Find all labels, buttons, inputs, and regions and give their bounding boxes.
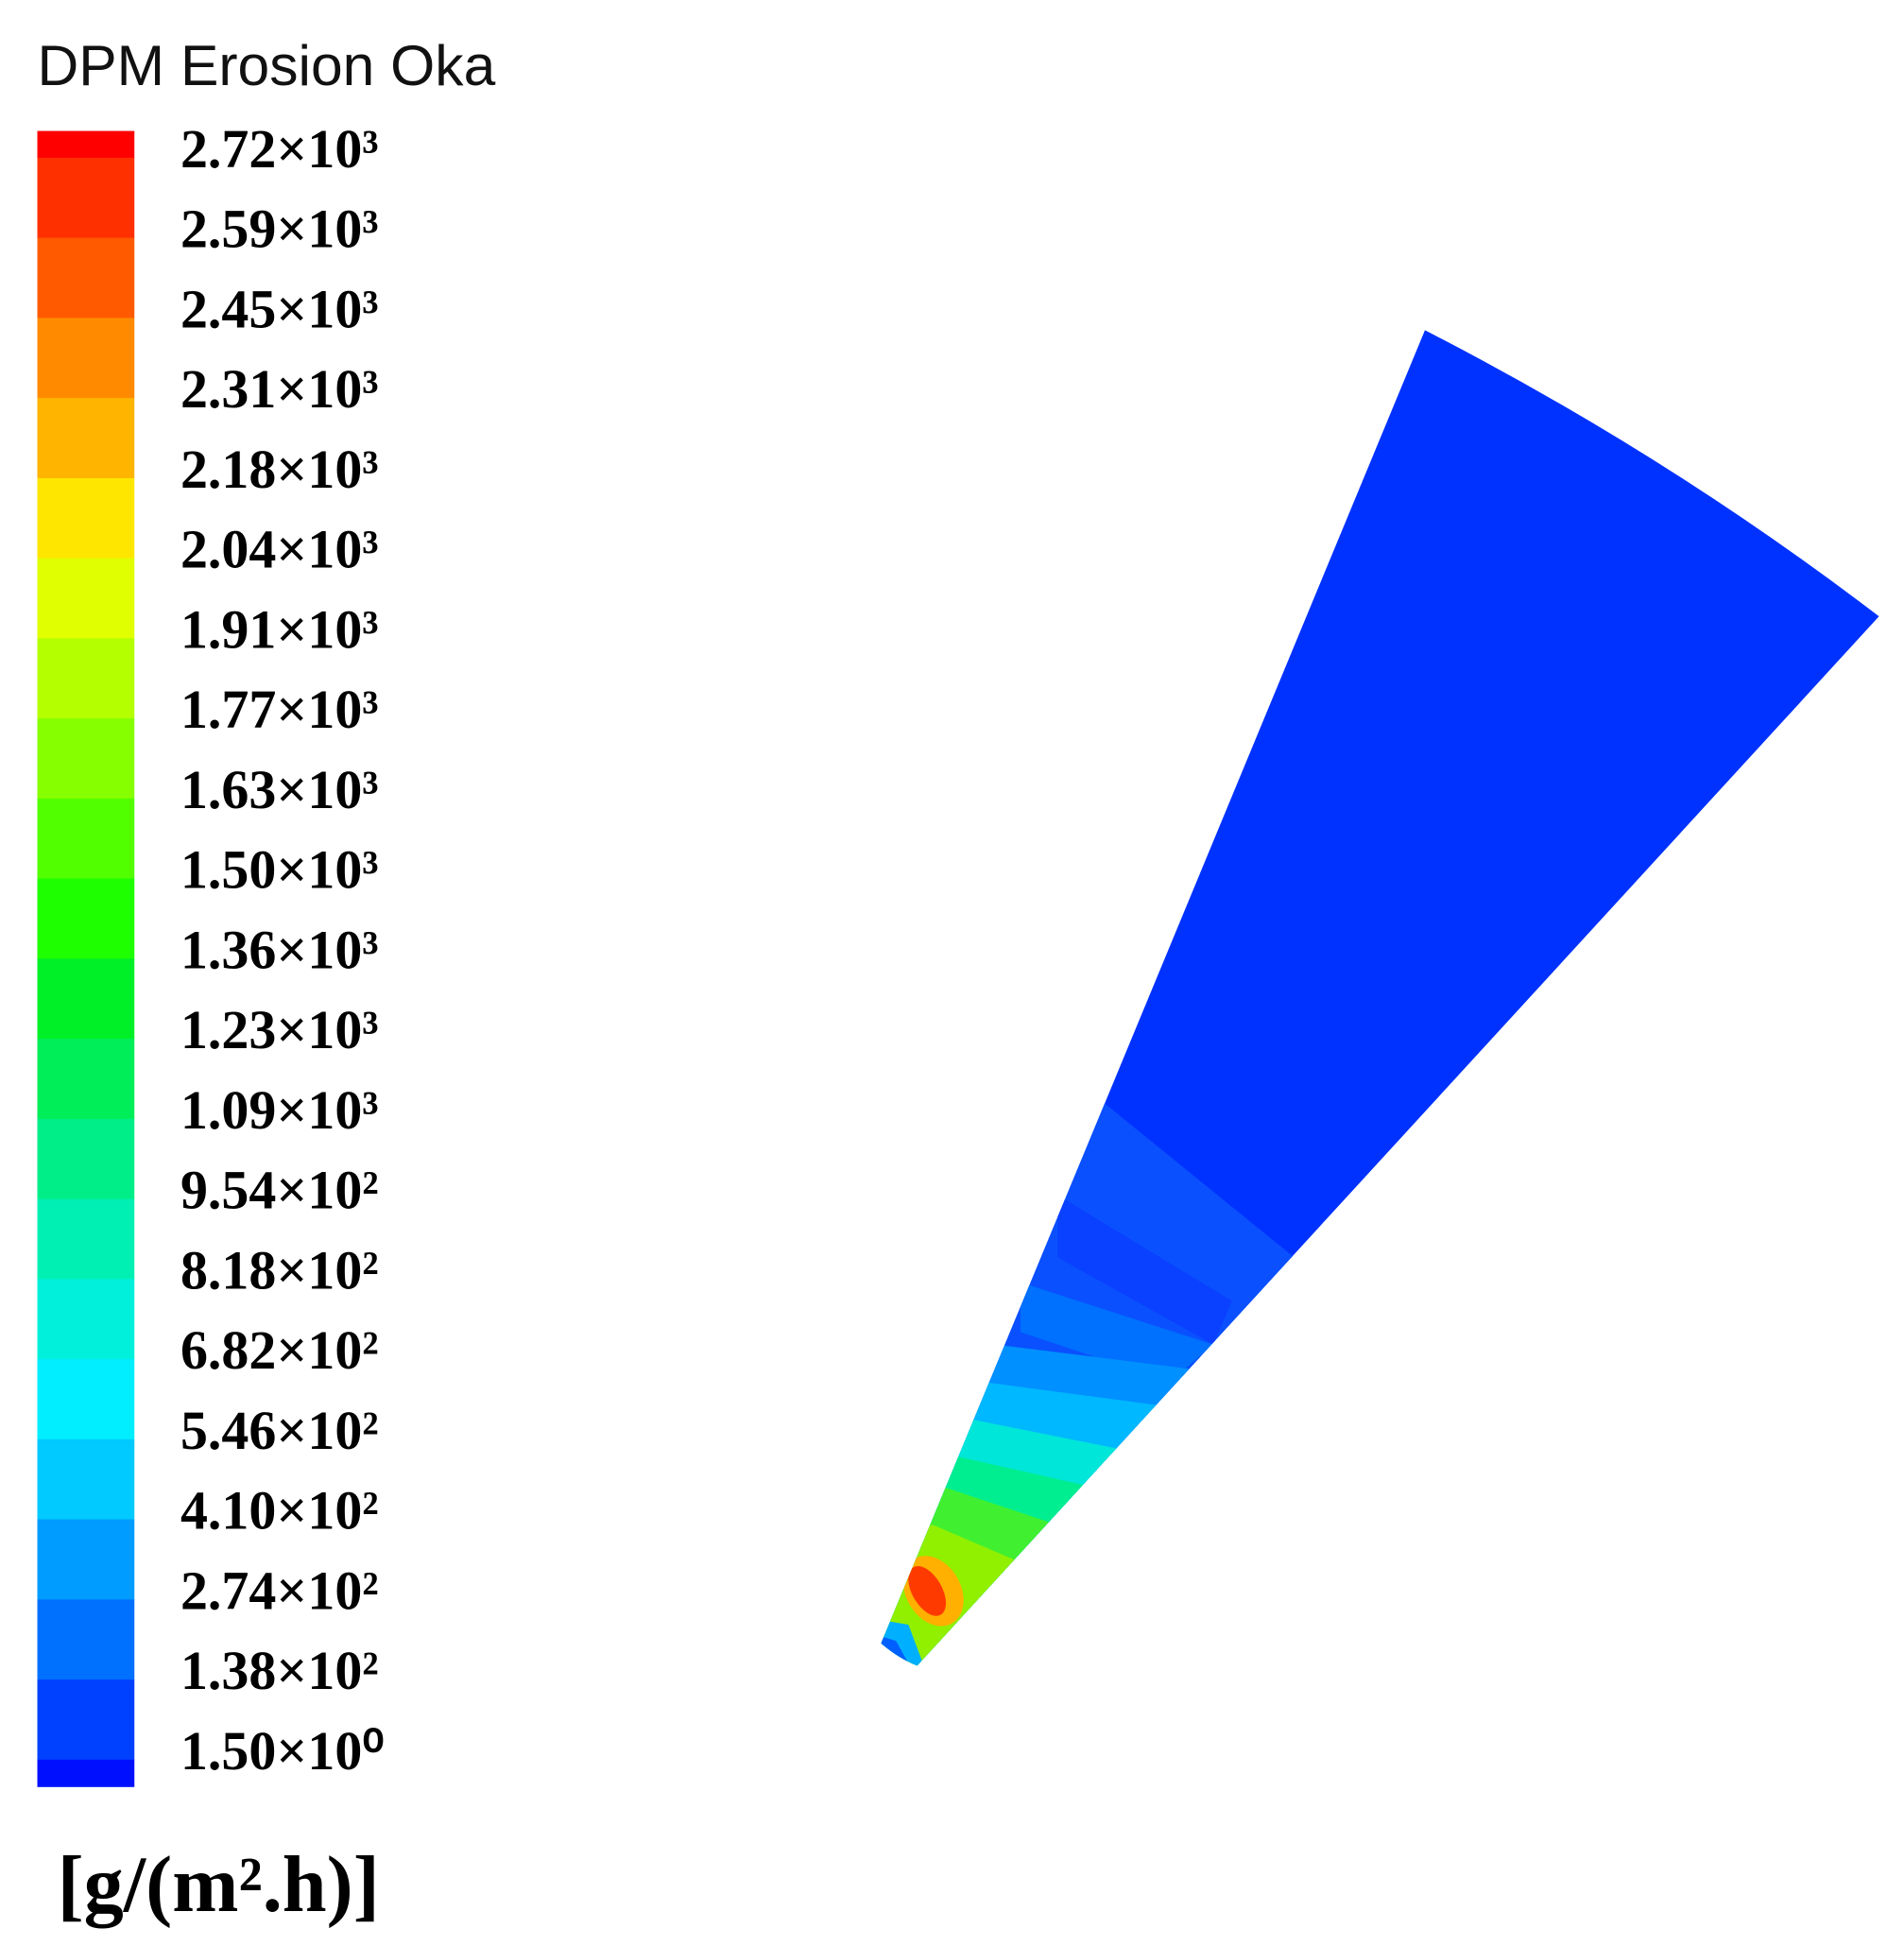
color-band — [37, 1759, 135, 1787]
color-bar-label: 2.72×10³ — [180, 118, 379, 180]
color-band — [37, 157, 135, 239]
color-bar-label: 1.36×10³ — [180, 919, 379, 980]
color-bar-label: 5.46×10² — [180, 1400, 379, 1461]
color-band — [37, 318, 135, 399]
color-bar-label: 2.31×10³ — [180, 358, 379, 420]
color-bar-label: 1.91×10³ — [180, 598, 379, 660]
color-bar-label: 1.77×10³ — [180, 679, 379, 740]
color-band — [37, 1599, 135, 1680]
color-band — [37, 1679, 135, 1761]
color-bar-label: 1.50×10⁰ — [180, 1720, 385, 1782]
color-band — [37, 1519, 135, 1601]
color-band — [37, 130, 135, 159]
color-bar-label: 4.10×10² — [180, 1480, 379, 1541]
color-band — [37, 1359, 135, 1440]
color-band — [37, 878, 135, 960]
color-bar — [37, 130, 135, 1787]
legend-title: DPM Erosion Oka — [38, 33, 496, 97]
color-band — [37, 958, 135, 1040]
color-bar-label: 2.74×10² — [180, 1559, 379, 1621]
color-band — [37, 1118, 135, 1200]
color-bar-label: 1.23×10³ — [180, 999, 379, 1060]
color-bar-label: 1.09×10³ — [180, 1079, 379, 1141]
color-bar-label: 2.04×10³ — [180, 519, 379, 580]
color-band — [37, 558, 135, 640]
color-bar-labels: 2.72×10³ 2.59×10³ 2.45×10³ 2.31×10³ 2.18×10³… — [180, 118, 385, 1782]
color-band — [37, 1198, 135, 1281]
color-bar-label: 2.18×10³ — [180, 439, 379, 500]
units-label: [g/(m².h)] — [58, 1841, 380, 1929]
color-bar-label: 2.59×10³ — [180, 198, 379, 260]
color-band — [37, 798, 135, 880]
erosion-contour — [881, 330, 1879, 1666]
color-band — [37, 237, 135, 319]
color-bar-label: 1.63×10³ — [180, 759, 379, 820]
color-bar-label: 8.18×10² — [180, 1239, 379, 1300]
color-bar-label: 9.54×10² — [180, 1160, 379, 1221]
color-band — [37, 398, 135, 479]
color-band — [37, 1279, 135, 1360]
color-bar-label: 1.38×10² — [180, 1640, 379, 1701]
color-band — [37, 638, 135, 719]
color-bar-label: 2.45×10³ — [180, 278, 379, 339]
color-bar-label: 1.50×10³ — [180, 839, 379, 901]
color-band — [37, 718, 135, 800]
color-band — [37, 477, 135, 560]
color-band — [37, 1039, 135, 1120]
color-band — [37, 1438, 135, 1521]
color-bar-label: 6.82×10² — [180, 1319, 379, 1381]
